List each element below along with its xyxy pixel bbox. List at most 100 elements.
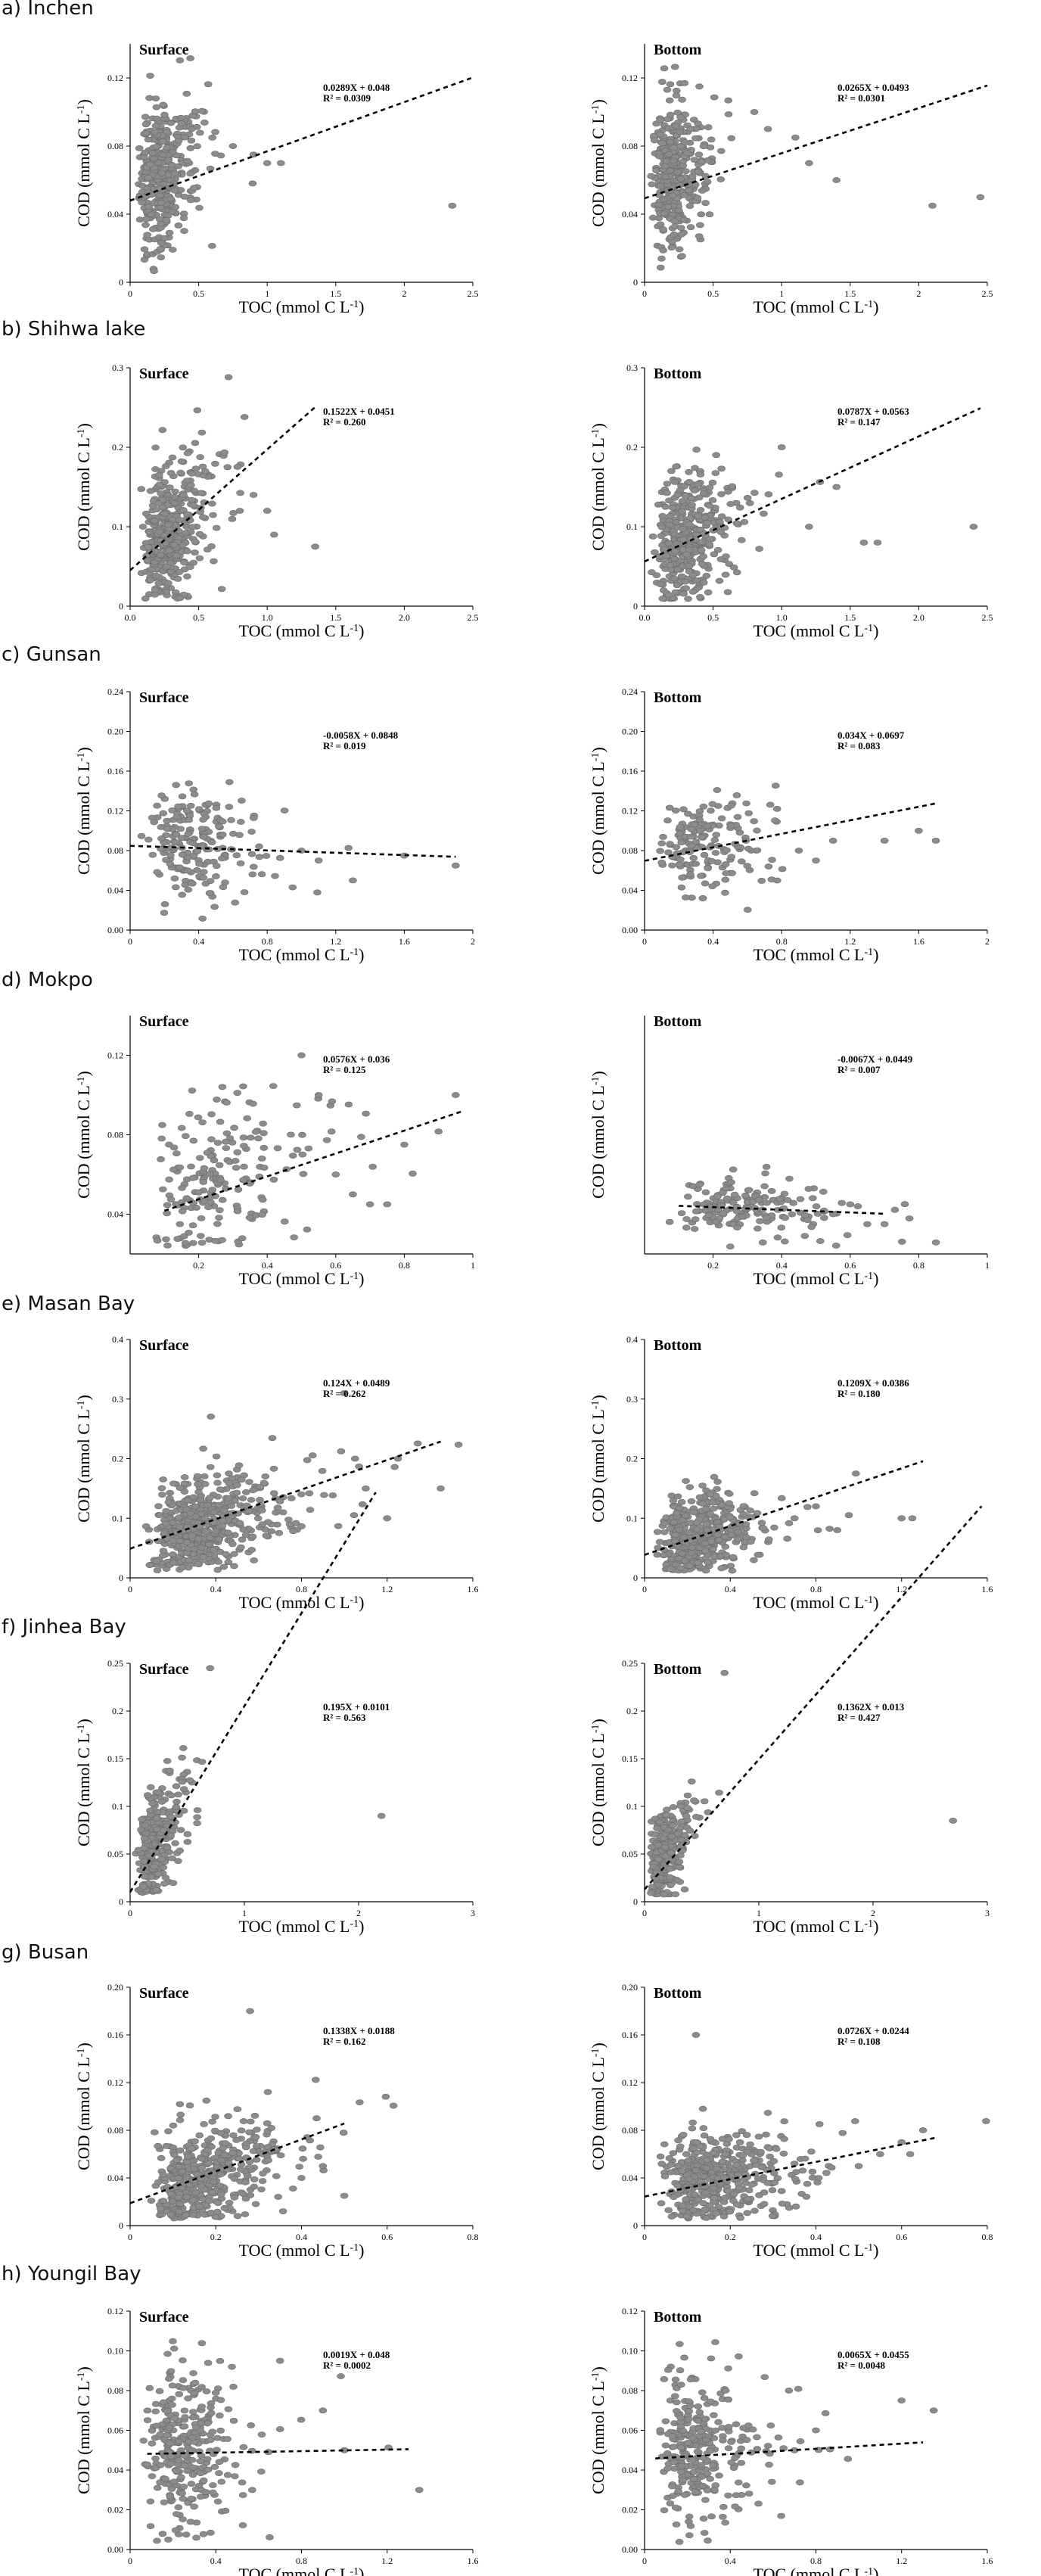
data-point [722, 861, 730, 867]
data-point [658, 79, 667, 86]
data-point [667, 244, 676, 250]
x-tick-label: 0 [128, 288, 132, 299]
data-point [358, 1501, 367, 1507]
data-point [241, 1489, 250, 1495]
data-point [666, 562, 675, 568]
data-point [240, 1163, 248, 1170]
data-point [828, 1211, 837, 1218]
data-point [675, 861, 684, 868]
data-point [794, 848, 803, 854]
data-point [183, 450, 192, 456]
data-point [237, 1476, 246, 1483]
data-point [218, 1523, 227, 1529]
data-point [722, 847, 731, 854]
data-point [228, 515, 237, 522]
data-point [770, 1524, 778, 1531]
x-axis-title: TOC (mmol C L-1) [754, 1593, 879, 1612]
data-point [357, 1134, 365, 1140]
data-point [678, 874, 686, 881]
data-point [241, 2195, 250, 2202]
data-point [191, 1514, 200, 1520]
data-point [200, 1473, 209, 1479]
data-point [831, 1242, 841, 1249]
data-point [298, 1151, 307, 1158]
x-axis-title-main: TOC (mmol C L [239, 621, 350, 640]
data-point [698, 561, 707, 567]
data-point [741, 1192, 750, 1199]
y-axis-title-main: COD (mmol C L [74, 1085, 93, 1199]
data-point [197, 1759, 207, 1765]
data-point [211, 460, 219, 467]
chart-panel: 0 0.5 1 1.5 2 2.5 0 0.04 0.08 0.12 Bottom 0.0265X +… [545, 14, 1029, 316]
y-tick-label: 0.15 [107, 1753, 123, 1764]
fit-r-squared: R² = 0.125 [323, 1064, 366, 1075]
data-point [235, 832, 244, 838]
data-point [750, 109, 759, 115]
data-point [163, 129, 172, 135]
data-point [204, 1501, 212, 1508]
data-point [205, 2198, 213, 2204]
data-point [152, 1887, 160, 1893]
data-point [685, 563, 694, 569]
data-point [705, 484, 714, 491]
data-point [171, 1840, 179, 1846]
data-point [713, 1479, 722, 1485]
y-axis-title-sup: -1 [590, 1400, 601, 1409]
data-point [764, 491, 773, 498]
data-point [344, 1101, 353, 1108]
data-point [745, 866, 754, 873]
data-point [739, 1503, 748, 1509]
y-axis-title-main: COD (mmol C L [74, 1409, 93, 1523]
data-point [257, 2186, 266, 2192]
data-point [280, 1218, 289, 1225]
data-point [240, 889, 249, 895]
data-point [673, 1493, 682, 1500]
data-point [721, 1533, 729, 1540]
fit-r-squared: R² = 0.147 [837, 416, 881, 428]
data-point [654, 1856, 663, 1862]
data-point [148, 150, 157, 157]
data-point [172, 1798, 181, 1805]
data-point [217, 586, 226, 593]
y-tick-label: 0.16 [107, 766, 123, 776]
data-point [180, 1480, 189, 1487]
x-tick-label: 0.4 [725, 1584, 736, 1594]
data-point [732, 792, 741, 798]
data-point [701, 1567, 710, 1574]
y-tick-label: 0.12 [107, 73, 123, 83]
data-point [222, 1130, 232, 1137]
data-point [193, 2171, 202, 2177]
data-point [150, 819, 158, 826]
data-point [297, 1052, 306, 1059]
data-point [191, 549, 199, 556]
x-tick-label: 0 [128, 2232, 132, 2242]
x-tick-label: 0.2 [707, 1260, 719, 1271]
data-point [389, 2102, 398, 2109]
data-point [701, 514, 709, 521]
data-point [647, 1890, 655, 1896]
x-axis-title-close: ) [359, 297, 364, 316]
data-point [675, 207, 683, 213]
data-point [764, 1536, 773, 1543]
data-point [206, 165, 215, 172]
scatter-chart: 0 0.4 0.8 1.2 1.600.10.20.30.4 Surface0.124X … [74, 1334, 479, 1612]
data-point [185, 817, 194, 823]
y-axis-title-sup: -1 [76, 104, 87, 114]
data-point [664, 1827, 673, 1834]
data-point [187, 1163, 195, 1170]
data-point [202, 2097, 211, 2104]
data-point [682, 894, 690, 901]
data-point [670, 575, 679, 582]
x-axis-title-close: ) [359, 2241, 364, 2260]
data-point [195, 204, 204, 211]
y-tick-label: 0.00 [622, 925, 638, 935]
y-axis-title-sup: -1 [590, 1076, 601, 1085]
data-point [757, 877, 766, 884]
data-point [693, 1560, 702, 1566]
x-tick-label: 0.2 [210, 2232, 222, 2242]
data-point [137, 1826, 145, 1833]
data-point [193, 143, 201, 150]
x-axis-title: TOC (mmol C L-1) [239, 945, 365, 964]
data-point [219, 1507, 228, 1514]
